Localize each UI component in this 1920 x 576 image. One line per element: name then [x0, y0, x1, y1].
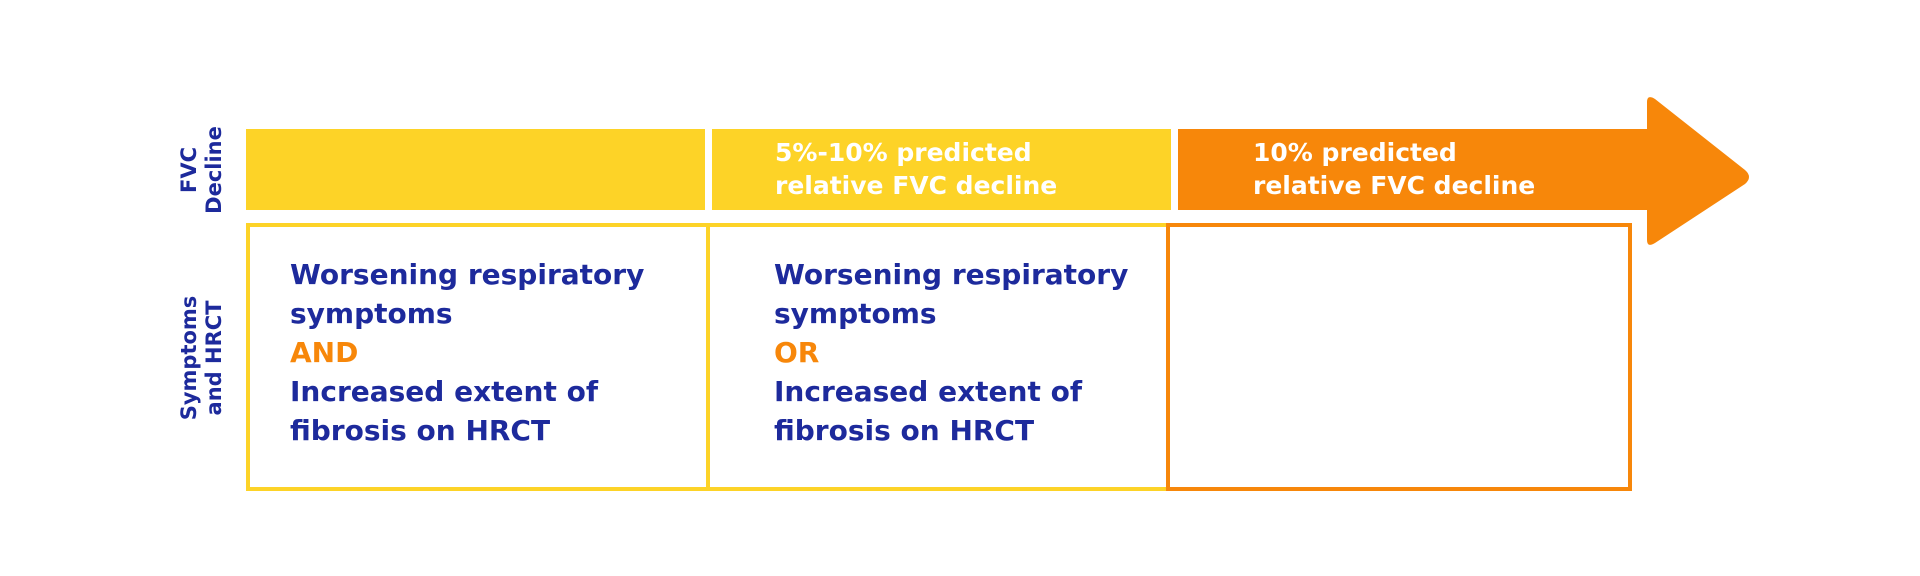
fvc-band-2-line2: relative FVC decline — [775, 171, 1058, 200]
cell-2-conjunction: OR — [774, 336, 820, 369]
row-label-symptoms-hrct: Symptoms and HRCT — [177, 295, 226, 421]
fvc-band-3-line2: relative FVC decline — [1253, 171, 1536, 200]
cell-1-line3: Increased extent of — [290, 375, 598, 408]
cell-1-line2: symptoms — [290, 297, 453, 330]
fvc-band-1 — [246, 129, 705, 210]
cell-1-line4: fibrosis on HRCT — [290, 414, 551, 447]
fvc-band-2 — [712, 129, 1171, 210]
cell-2-line4: fibrosis on HRCT — [774, 414, 1035, 447]
cell-1-conjunction: AND — [290, 336, 359, 369]
fvc-band-2-text: 5%-10% predicted relative FVC decline — [775, 136, 1057, 202]
fvc-arrow-shape — [1178, 97, 1749, 245]
row-label-fvc-decline: FVC Decline — [177, 126, 226, 214]
fvc-band-3-text: 10% predicted relative FVC decline — [1253, 136, 1535, 202]
cell-2-line2: symptoms — [774, 297, 937, 330]
symptoms-cell-2-text: Worsening respiratory symptoms OR Increa… — [774, 255, 1128, 450]
fvc-band-2-line1: 5%-10% predicted — [775, 138, 1032, 167]
fvc-arrow — [1178, 97, 1749, 245]
cell-2-line1: Worsening respiratory — [774, 258, 1129, 291]
symptoms-cell-3 — [1166, 223, 1632, 491]
symptoms-cell-1-text: Worsening respiratory symptoms AND Incre… — [290, 255, 644, 450]
cell-2-line3: Increased extent of — [774, 375, 1082, 408]
cell-1-line1: Worsening respiratory — [290, 258, 645, 291]
fvc-band-3-line1: 10% predicted — [1253, 138, 1457, 167]
